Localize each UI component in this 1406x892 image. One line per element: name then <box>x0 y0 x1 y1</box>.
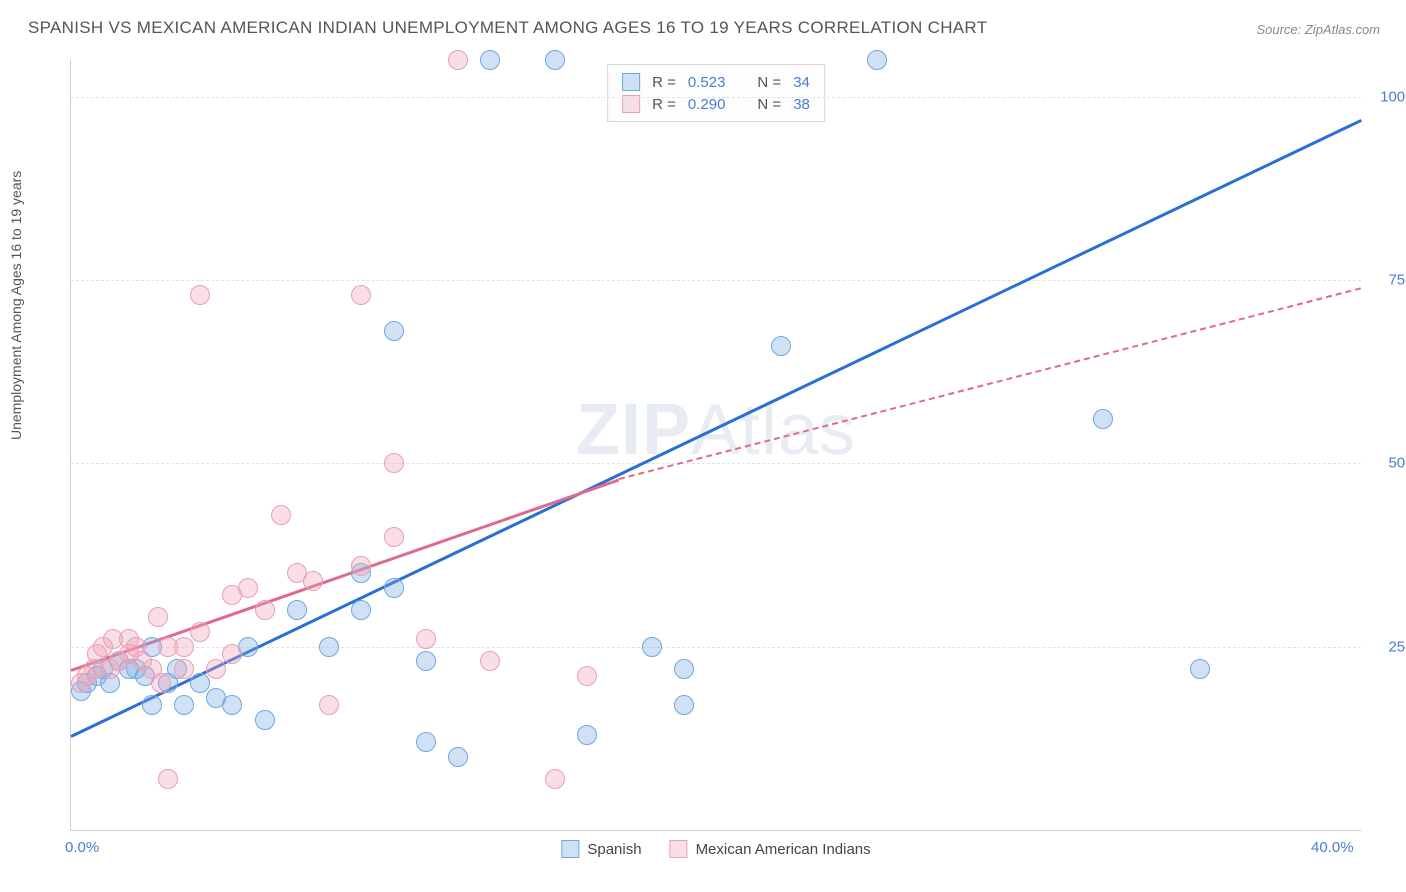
stat-r-value: 0.523 <box>688 74 726 91</box>
scatter-point <box>642 637 662 657</box>
scatter-point <box>151 673 171 693</box>
scatter-point <box>351 600 371 620</box>
trend-line-extrapolated <box>619 287 1361 480</box>
scatter-point <box>448 747 468 767</box>
scatter-point <box>319 637 339 657</box>
legend-label: Spanish <box>587 841 641 858</box>
scatter-point <box>271 505 291 525</box>
correlation-stats-box: R = 0.523 N = 34 R = 0.290 N = 38 <box>607 64 825 122</box>
scatter-point <box>319 695 339 715</box>
scatter-point <box>174 659 194 679</box>
scatter-point <box>206 659 226 679</box>
x-tick-label: 0.0% <box>65 839 99 856</box>
scatter-point <box>416 629 436 649</box>
y-tick-label: 75.0% <box>1371 272 1406 289</box>
legend-label: Mexican American Indians <box>696 841 871 858</box>
legend-swatch <box>670 840 688 858</box>
scatter-point <box>238 578 258 598</box>
grid-line <box>71 280 1361 281</box>
y-tick-label: 25.0% <box>1371 638 1406 655</box>
scatter-point <box>384 578 404 598</box>
scatter-point <box>545 50 565 70</box>
scatter-point <box>255 710 275 730</box>
scatter-point <box>577 725 597 745</box>
scatter-point <box>674 695 694 715</box>
legend-item: Mexican American Indians <box>670 840 871 858</box>
stat-n-value: 38 <box>793 96 810 113</box>
legend-item: Spanish <box>561 840 641 858</box>
stat-r-label: R = <box>652 74 676 91</box>
scatter-point <box>351 285 371 305</box>
y-axis-label: Unemployment Among Ages 16 to 19 years <box>8 171 24 440</box>
stat-n-label: N = <box>757 74 781 91</box>
legend-swatch <box>622 95 640 113</box>
stat-r-value: 0.290 <box>688 96 726 113</box>
legend-swatch <box>561 840 579 858</box>
trend-line <box>70 119 1361 738</box>
scatter-point <box>1190 659 1210 679</box>
scatter-point <box>674 659 694 679</box>
scatter-point <box>222 695 242 715</box>
scatter-point <box>771 336 791 356</box>
scatter-point <box>867 50 887 70</box>
stats-row: R = 0.523 N = 34 <box>622 71 810 93</box>
scatter-point <box>1093 409 1113 429</box>
legend-swatch <box>622 73 640 91</box>
scatter-point <box>416 732 436 752</box>
y-tick-label: 100.0% <box>1371 88 1406 105</box>
series-legend: Spanish Mexican American Indians <box>561 840 870 858</box>
stat-n-label: N = <box>757 96 781 113</box>
scatter-point <box>174 637 194 657</box>
scatter-point <box>190 622 210 642</box>
scatter-point <box>158 769 178 789</box>
y-tick-label: 50.0% <box>1371 455 1406 472</box>
scatter-point <box>255 600 275 620</box>
scatter-point <box>222 644 242 664</box>
x-tick-label: 40.0% <box>1311 839 1354 856</box>
scatter-point <box>142 695 162 715</box>
scatter-point <box>384 453 404 473</box>
scatter-point <box>303 571 323 591</box>
scatter-point <box>148 607 168 627</box>
stat-r-label: R = <box>652 96 676 113</box>
scatter-point <box>416 651 436 671</box>
stat-n-value: 34 <box>793 74 810 91</box>
watermark-zip: ZIP <box>576 390 691 470</box>
scatter-point <box>287 600 307 620</box>
source-label: Source: ZipAtlas.com <box>1256 22 1380 37</box>
scatter-point <box>174 695 194 715</box>
grid-line <box>71 463 1361 464</box>
scatter-point <box>577 666 597 686</box>
scatter-point <box>351 556 371 576</box>
scatter-point <box>190 285 210 305</box>
scatter-point <box>384 321 404 341</box>
scatter-point <box>480 651 500 671</box>
scatter-point <box>190 673 210 693</box>
grid-line <box>71 97 1361 98</box>
chart-plot-area: ZIPAtlas R =0.523N =34R =0.290N =38 Span… <box>70 60 1361 831</box>
chart-title: SPANISH VS MEXICAN AMERICAN INDIAN UNEMP… <box>28 18 987 38</box>
scatter-point <box>448 50 468 70</box>
grid-line <box>71 647 1361 648</box>
scatter-point <box>480 50 500 70</box>
scatter-point <box>545 769 565 789</box>
scatter-point <box>384 527 404 547</box>
